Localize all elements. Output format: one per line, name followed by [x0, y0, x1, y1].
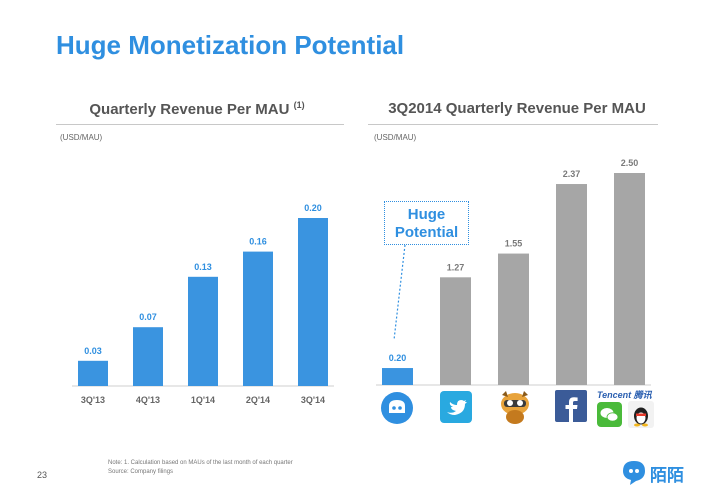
momo-brand-text: 陌陌: [650, 465, 684, 485]
page-number: 23: [37, 470, 48, 480]
right-chart-bar-0: [382, 368, 413, 385]
left-chart-value-label-4: 0.20: [304, 203, 322, 213]
tencent-label: Tencent 腾讯: [597, 390, 652, 400]
left-chart-bar-1: [133, 327, 163, 386]
left-chart-value-label-1: 0.07: [139, 312, 157, 322]
left-chart-category-label-2: 1Q'14: [191, 395, 215, 405]
left-chart-title-text: Quarterly Revenue Per MAU: [89, 101, 290, 118]
right-chart-value-label-2: 1.55: [505, 239, 523, 249]
left-chart-divider: [56, 124, 344, 125]
left-chart-bar-2: [188, 276, 218, 386]
left-chart-category-label-0: 3Q'13: [81, 395, 105, 405]
qq-penguin-logo-icon: [628, 401, 654, 428]
left-chart-bar-0: [78, 360, 108, 386]
left-chart-category-label-1: 4Q'13: [136, 395, 160, 405]
left-chart-value-label-3: 0.16: [249, 237, 267, 247]
right-chart-value-label-3: 2.37: [563, 169, 581, 179]
footnote-note: Note: 1. Calculation based on MAUs of th…: [108, 460, 293, 466]
facebook-logo-icon: [555, 390, 587, 422]
right-chart-value-label-0: 0.20: [389, 353, 407, 363]
right-chart-bar-3: [556, 184, 587, 385]
right-chart-title: 3Q2014 Quarterly Revenue Per MAU: [388, 100, 646, 117]
left-chart-title-note: (1): [293, 100, 305, 110]
callout-line1: Huge: [407, 206, 446, 223]
left-chart-value-label-0: 0.03: [84, 346, 102, 356]
left-chart-bar-4: [298, 218, 328, 386]
right-chart-bar-1: [440, 277, 471, 385]
huge-potential-callout: Huge Potential: [384, 201, 469, 245]
footnote-source: Source: Company filings: [108, 469, 174, 475]
twitter-logo-icon: [440, 391, 472, 423]
right-chart-bar-4: [614, 173, 645, 385]
right-chart-unit: (USD/MAU): [374, 133, 417, 142]
callout-line2: Potential: [394, 224, 459, 241]
yy-raccoon-logo-icon: [501, 391, 529, 424]
wechat-logo-icon: [597, 402, 622, 427]
left-chart-value-label-2: 0.13: [194, 262, 212, 272]
left-chart-title: Quarterly Revenue Per MAU (1): [62, 100, 332, 118]
page-title: Huge Monetization Potential: [56, 30, 405, 60]
right-chart-value-label-1: 1.27: [447, 262, 465, 272]
footnote: Note: 1. Calculation based on MAUs of th…: [108, 459, 293, 477]
left-chart-category-label-4: 3Q'14: [301, 395, 325, 405]
right-chart-value-label-4: 2.50: [621, 158, 639, 168]
right-chart-bar-2: [498, 253, 529, 385]
momo-brand-icon: [623, 461, 645, 485]
left-chart-unit: (USD/MAU): [60, 133, 103, 142]
momo-brand: 陌陌: [622, 460, 684, 486]
left-chart-category-label-3: 2Q'14: [246, 395, 270, 405]
left-chart-bar-3: [243, 251, 273, 386]
right-chart-divider: [368, 124, 658, 125]
momo-logo-icon: [381, 392, 413, 424]
